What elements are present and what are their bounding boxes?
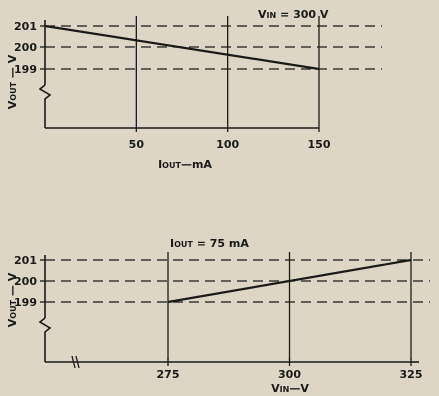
chart-panel-2: 201 200 199 275 300 325 IOUT = 75 mA VIN—V VOUT … xyxy=(6,237,430,395)
x-tick-label: 300 xyxy=(278,368,301,381)
y-tick-label: 200 xyxy=(14,41,37,54)
y-axis-break xyxy=(38,84,52,128)
y-axis-label: VOUT — V xyxy=(6,272,19,327)
y-tick-label: 199 xyxy=(14,296,37,309)
y-tick-label: 201 xyxy=(14,254,37,267)
x-tick-label: 150 xyxy=(308,138,331,151)
x-axis-label: VIN—V xyxy=(271,382,309,395)
series-line-1 xyxy=(44,24,320,71)
chart-annotation: VIN = 300 V xyxy=(258,8,329,21)
chart-annotation: IOUT = 75 mA xyxy=(170,237,249,250)
x-tick-label: 100 xyxy=(216,138,239,151)
chart-panel-1: 201 200 199 50 100 150 VIN = 300 V IOUT—mA VOUT … xyxy=(6,8,382,171)
y-axis-label: VOUT — V xyxy=(6,54,19,109)
x-axis-label: IOUT—mA xyxy=(158,158,212,171)
x-tick-label: 325 xyxy=(400,368,423,381)
x-axis-break xyxy=(71,355,80,369)
series-line-1 xyxy=(167,258,412,304)
y-axis-break xyxy=(38,317,52,362)
x-tick-label: 50 xyxy=(129,138,145,151)
y-tick-label: 201 xyxy=(14,20,37,33)
x-tick-label: 275 xyxy=(157,368,180,381)
y-tick-label: 199 xyxy=(14,63,37,76)
y-tick-label: 200 xyxy=(14,275,37,288)
